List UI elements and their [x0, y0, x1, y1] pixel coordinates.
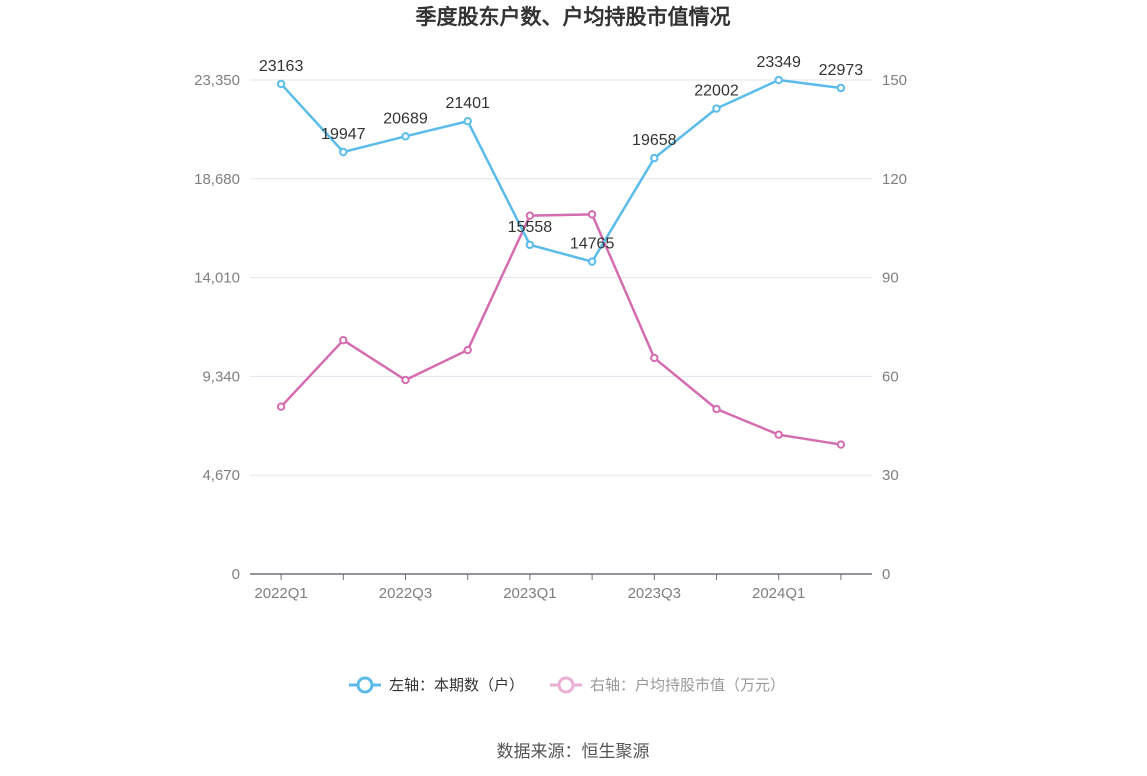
data-point-series-1[interactable]: [587, 257, 597, 266]
x-tick-label: 2022Q1: [254, 585, 307, 602]
data-point-series-2[interactable]: [339, 335, 348, 345]
data-point-series-2[interactable]: [401, 375, 410, 385]
data-point-series-2[interactable]: [774, 430, 783, 439]
data-point-series-1[interactable]: [650, 153, 659, 163]
data-label-series-1: 15558: [508, 219, 553, 236]
data-label-series-1: 23349: [756, 54, 801, 71]
data-point-series-1[interactable]: [774, 75, 783, 85]
right-tick-label: 120: [882, 171, 907, 188]
data-label-series-1: 20689: [383, 110, 428, 127]
right-tick-label: 150: [882, 72, 907, 89]
data-label-series-1: 19947: [321, 126, 366, 143]
left-tick-label: 18,680: [194, 171, 240, 188]
data-point-series-1[interactable]: [401, 132, 410, 141]
series-line-1: [280, 78, 842, 263]
left-tick-label: 14,010: [194, 270, 240, 287]
data-point-series-2[interactable]: [650, 353, 659, 363]
data-label-series-1: 21401: [445, 95, 490, 112]
series-line-2: [280, 213, 842, 446]
right-tick-label: 30: [882, 467, 899, 484]
legend-label-series-2: 右轴：户均持股市值（万元）: [590, 676, 785, 694]
data-point-series-2[interactable]: [836, 440, 846, 449]
legend: 左轴：本期数（户） 右轴：户均持股市值（万元）: [349, 676, 785, 694]
data-source: 数据来源：恒生聚源: [497, 742, 650, 762]
left-tick-label: 0: [232, 566, 240, 583]
data-point-series-1[interactable]: [339, 147, 348, 157]
series-layer: [276, 75, 846, 449]
x-tick-label: 2022Q3: [379, 585, 432, 602]
left-tick-label: 9,340: [202, 368, 240, 385]
x-tick-label: 2023Q3: [628, 585, 681, 602]
data-label-series-1: 23163: [259, 58, 304, 75]
grid-lines: [250, 79, 872, 476]
left-tick-label: 4,670: [202, 467, 240, 484]
data-label-series-1: 22002: [694, 83, 739, 100]
data-point-series-2[interactable]: [712, 404, 721, 414]
data-point-series-2[interactable]: [587, 210, 597, 219]
right-tick-label: 0: [882, 566, 890, 583]
data-label-series-1: 22973: [819, 62, 864, 79]
left-axis-ticks: 0 4,670 9,340 14,010 18,680 23,350: [194, 72, 240, 583]
x-axis: 2022Q1 2022Q3 2023Q1 2023Q3 2024Q1: [250, 573, 872, 602]
data-point-series-2[interactable]: [276, 402, 286, 411]
data-point-series-1[interactable]: [276, 79, 286, 89]
legend-item-series-1[interactable]: 左轴：本期数（户）: [349, 676, 524, 694]
data-point-series-1[interactable]: [463, 117, 472, 126]
data-point-series-1[interactable]: [836, 83, 846, 93]
data-label-series-1: 14765: [570, 236, 615, 253]
legend-marker-series-2: [557, 676, 575, 694]
legend-item-series-2[interactable]: 右轴：户均持股市值（万元）: [550, 676, 785, 694]
data-labels: 23163 19947 20689 21401 15558 14765 19658 22002…: [259, 54, 863, 253]
right-tick-label: 60: [882, 368, 899, 385]
chart-title: 季度股东户数、户均持股市值情况: [416, 5, 731, 29]
left-tick-label: 23,350: [194, 72, 240, 89]
right-tick-label: 90: [882, 270, 899, 287]
right-axis-ticks: 0 30 60 90 120 150: [882, 72, 907, 583]
data-point-series-2[interactable]: [463, 345, 472, 355]
legend-label-series-1: 左轴：本期数（户）: [389, 676, 524, 694]
data-label-series-1: 19658: [632, 132, 677, 149]
data-point-series-1[interactable]: [712, 104, 721, 113]
legend-marker-series-1: [356, 676, 374, 694]
data-point-series-2[interactable]: [525, 211, 535, 220]
x-tick-label: 2023Q1: [503, 585, 556, 602]
data-point-series-1[interactable]: [525, 240, 535, 250]
x-tick-label: 2024Q1: [752, 585, 805, 602]
